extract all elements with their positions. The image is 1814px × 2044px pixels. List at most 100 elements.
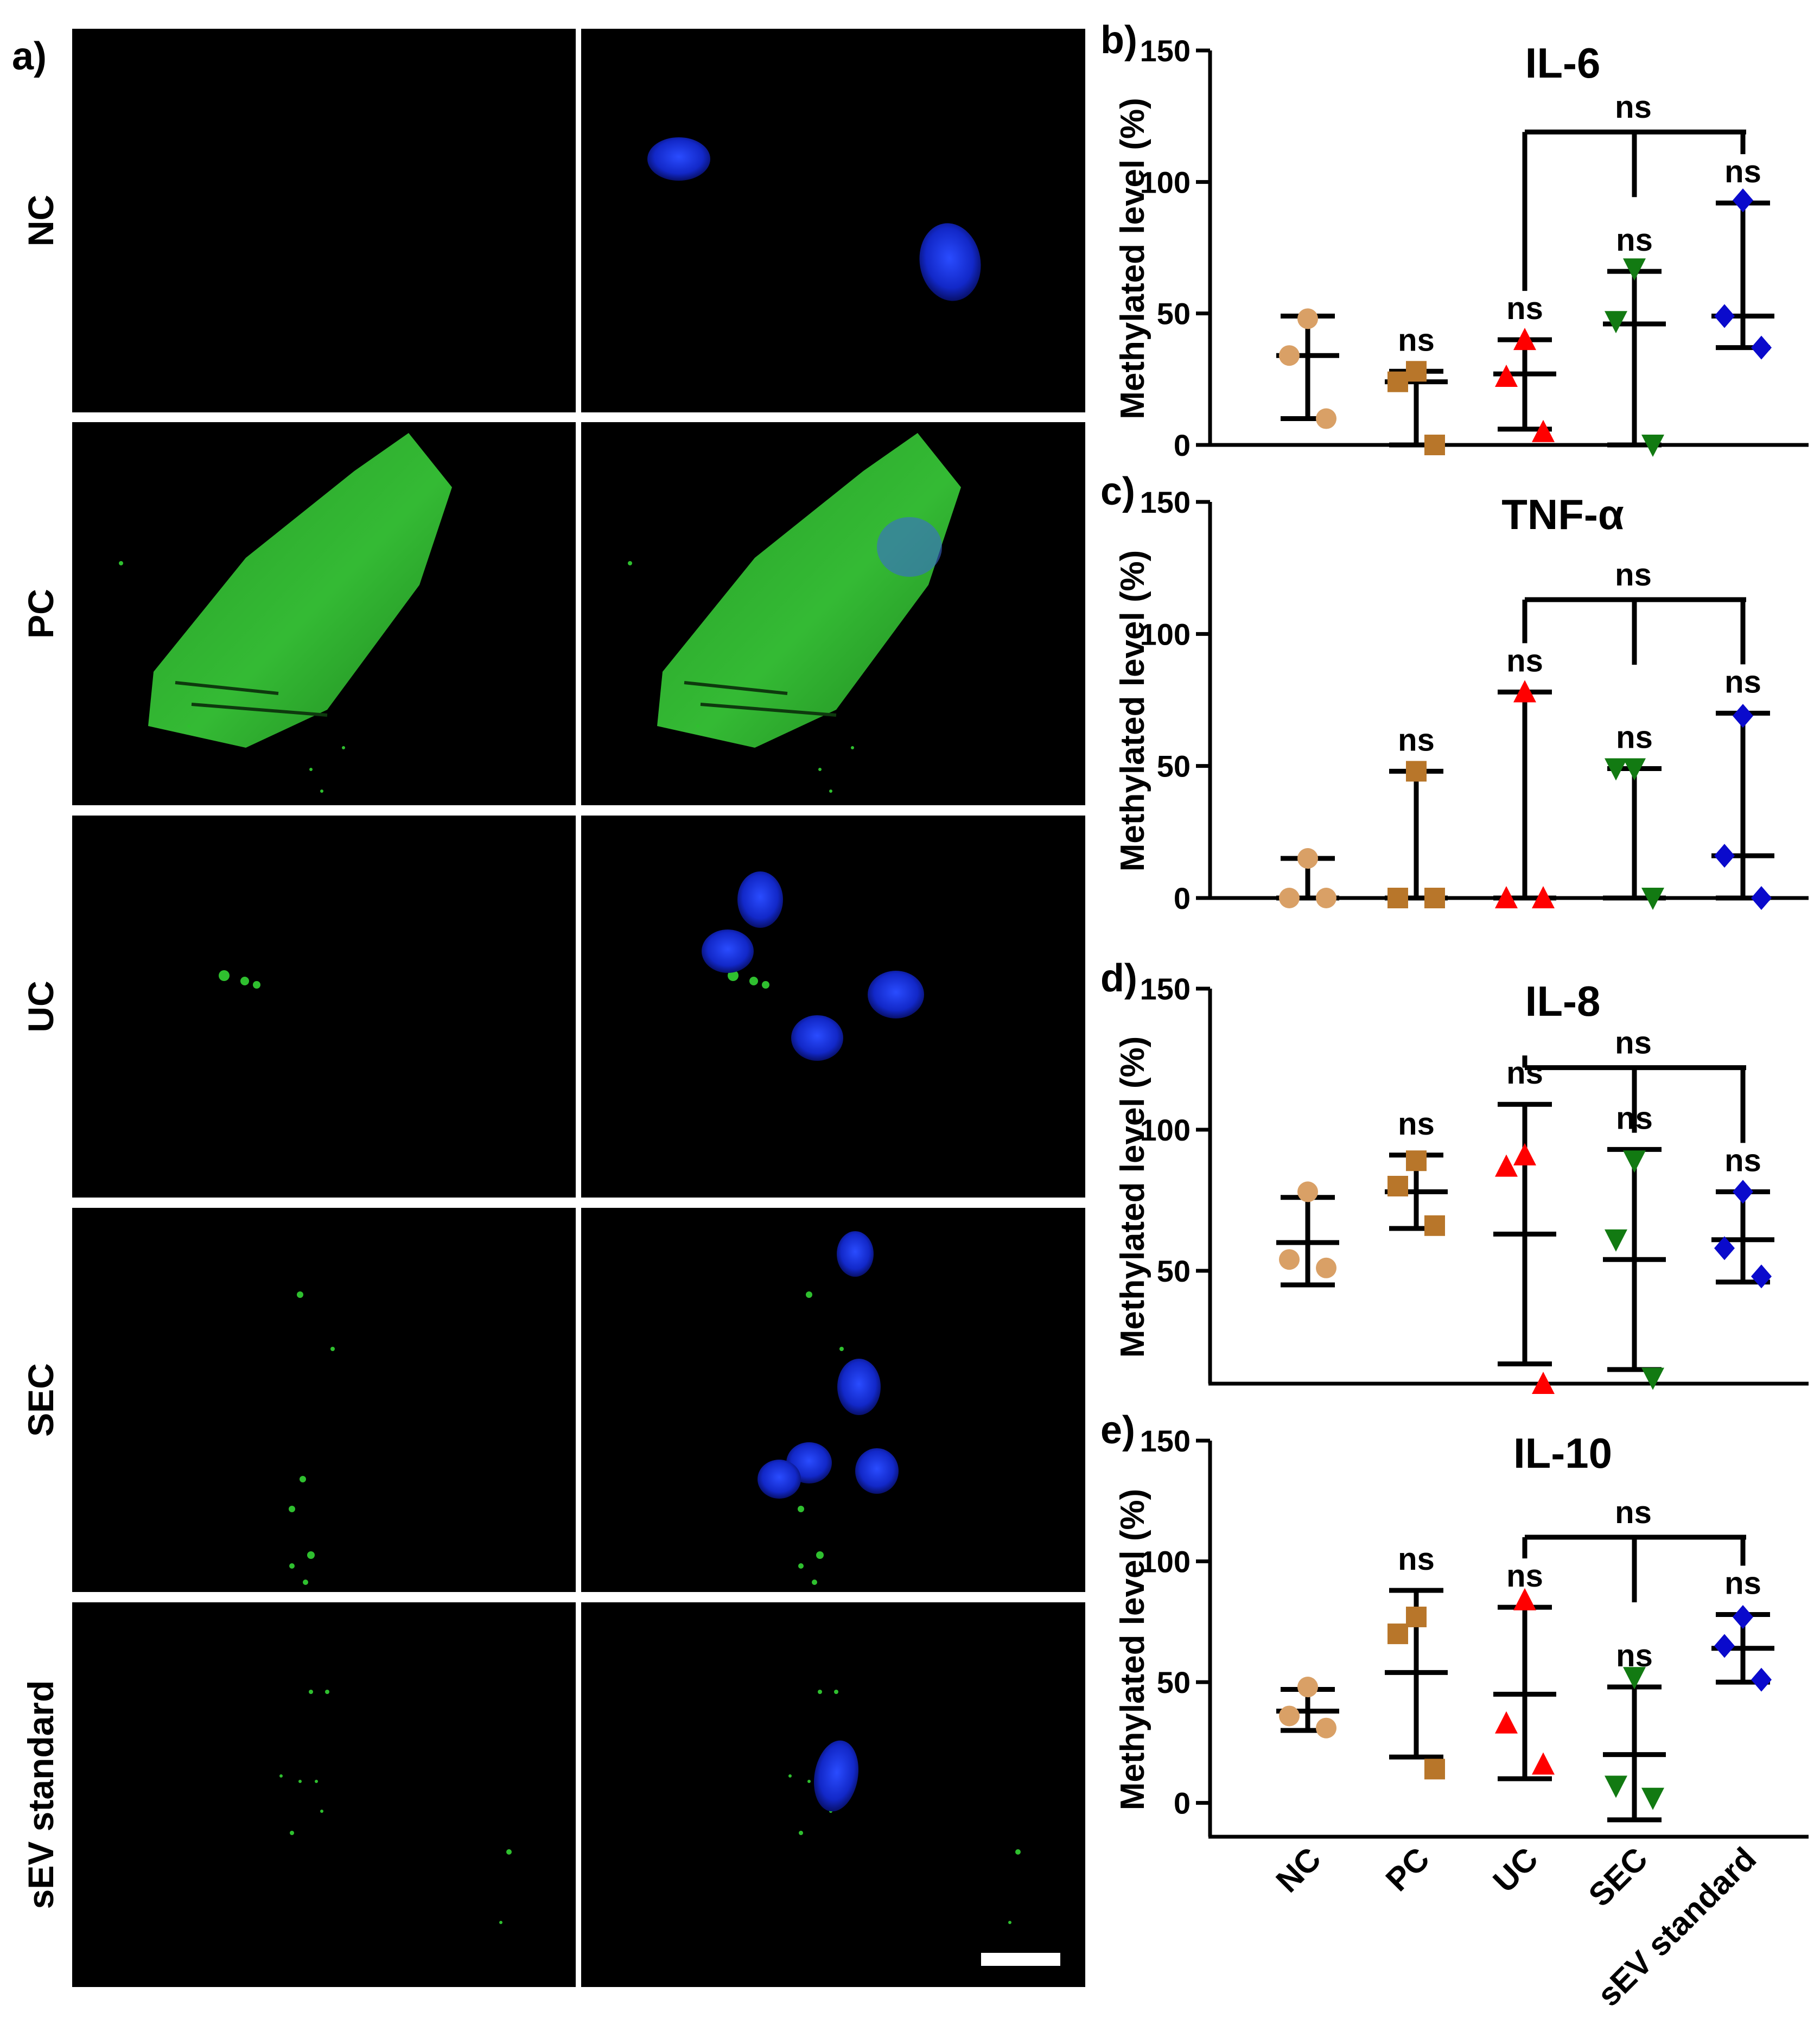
series-pc: ns <box>1385 1106 1448 1236</box>
data-point <box>1279 345 1300 366</box>
data-point <box>1495 364 1518 387</box>
significance-bracket: ns <box>1522 1495 1746 1603</box>
x-tick-label: NC <box>1269 1841 1328 1900</box>
data-point <box>1297 1181 1318 1202</box>
series-sev-standard: ns <box>1711 1143 1774 1289</box>
significance-label: ns <box>1506 643 1543 678</box>
chart-title: IL-6 <box>1525 39 1601 87</box>
y-tick-label: 150 <box>1140 1424 1191 1458</box>
data-point <box>1733 1604 1753 1629</box>
data-point <box>1279 888 1300 908</box>
series-sec: ns <box>1603 1100 1666 1390</box>
data-point <box>1495 886 1518 908</box>
bracket-label: ns <box>1615 557 1652 593</box>
panel-a-micrographs: a) NC PC UC SEC sEV standard <box>12 29 1085 1987</box>
micrograph-tile <box>581 29 1085 412</box>
y-tick-label: 100 <box>1140 1113 1191 1147</box>
data-point <box>1714 844 1735 868</box>
significance-label: ns <box>1724 154 1761 189</box>
series-nc <box>1276 848 1339 908</box>
significance-label: ns <box>1616 720 1653 755</box>
data-point <box>1297 848 1318 869</box>
x-tick-label: SEC <box>1582 1841 1655 1914</box>
y-tick-label: 100 <box>1140 1545 1191 1579</box>
scale-bar <box>981 1953 1060 1966</box>
data-point <box>1387 1176 1408 1196</box>
data-point <box>1714 1236 1735 1260</box>
y-tick-label: 50 <box>1157 1665 1191 1699</box>
significance-label: ns <box>1506 291 1543 326</box>
row-label: NC <box>21 195 61 246</box>
row-label: PC <box>21 589 61 639</box>
data-point <box>1495 1711 1518 1734</box>
series-nc <box>1276 308 1339 429</box>
y-tick-label: 150 <box>1140 485 1191 519</box>
significance-bracket: ns <box>1522 557 1746 665</box>
panel-letter: d) <box>1100 957 1137 1000</box>
data-point <box>1532 1372 1555 1394</box>
data-point <box>1751 1264 1772 1289</box>
panel-letter: e) <box>1100 1409 1135 1452</box>
data-point <box>1406 761 1427 782</box>
panel-a-letter: a) <box>12 35 47 78</box>
series-uc: ns <box>1493 643 1556 908</box>
data-point <box>1623 758 1646 781</box>
data-point <box>1316 1717 1336 1739</box>
chart-title: IL-10 <box>1513 1429 1612 1477</box>
bracket-label: ns <box>1615 1026 1652 1061</box>
data-point <box>1495 1154 1518 1177</box>
series-nc <box>1276 1181 1339 1288</box>
y-tick-label: 150 <box>1140 972 1191 1006</box>
data-point <box>1316 888 1336 908</box>
series-sec: ns <box>1603 222 1666 457</box>
y-axis-label: Methylated level (%) <box>1114 1036 1151 1358</box>
series-uc: ns <box>1493 1055 1556 1394</box>
chart-1: b) 0 50 100 150 Methylated level (%) IL-6 ns ns n… <box>1100 18 1809 462</box>
bracket-label: ns <box>1615 1495 1652 1530</box>
data-point <box>1424 435 1445 455</box>
series-uc: ns <box>1493 291 1556 442</box>
data-point <box>1641 435 1664 457</box>
significance-label: ns <box>1398 722 1435 757</box>
chart-2: c) 0 50 100 150 Methylated level (%) TNF-α ns ns… <box>1100 470 1809 915</box>
significance-bracket: ns <box>1522 90 1746 291</box>
data-point <box>1751 886 1772 910</box>
data-point <box>1751 1667 1772 1692</box>
series-nc <box>1276 1677 1339 1739</box>
data-point <box>1316 408 1336 429</box>
significance-label: ns <box>1398 322 1435 358</box>
data-point <box>1623 258 1646 281</box>
series-pc: ns <box>1385 722 1448 908</box>
panel-letter: c) <box>1100 470 1135 513</box>
series-sec: ns <box>1603 1638 1666 1823</box>
data-point <box>1297 1677 1318 1698</box>
bracket-label: ns <box>1615 90 1652 125</box>
data-point <box>1532 1752 1555 1775</box>
data-point <box>1279 1705 1300 1727</box>
data-point <box>1513 1588 1536 1610</box>
y-axis-label: Methylated level (%) <box>1114 550 1151 872</box>
data-point <box>1424 1215 1445 1236</box>
data-point <box>1641 1367 1664 1390</box>
series-sev-standard: ns <box>1711 664 1774 910</box>
micrograph-tile <box>72 29 576 412</box>
micrograph-tile <box>72 422 576 805</box>
data-point <box>1605 1229 1627 1252</box>
row-labels: NC PC UC SEC sEV standard <box>21 195 61 1909</box>
y-tick-label: 0 <box>1174 428 1191 462</box>
micrograph-tile <box>581 816 1085 1198</box>
row-label: sEV standard <box>21 1680 61 1909</box>
significance-label: ns <box>1724 1565 1761 1601</box>
data-point <box>1424 1759 1445 1780</box>
series-uc: ns <box>1493 1558 1556 1781</box>
chart-title: TNF-α <box>1501 491 1624 538</box>
significance-label: ns <box>1724 664 1761 699</box>
data-point <box>1387 371 1408 392</box>
data-point <box>1424 888 1445 908</box>
row-label: SEC <box>21 1363 61 1437</box>
significance-label: ns <box>1506 1558 1543 1594</box>
data-point <box>1605 758 1627 781</box>
data-point <box>1623 1150 1646 1173</box>
